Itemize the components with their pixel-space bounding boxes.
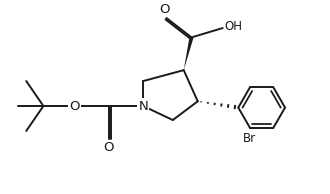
Text: N: N [138, 100, 148, 113]
Polygon shape [184, 37, 193, 70]
Text: Br: Br [243, 132, 256, 145]
Text: O: O [160, 3, 170, 16]
Text: O: O [69, 100, 80, 113]
Text: O: O [104, 141, 114, 154]
Text: OH: OH [224, 20, 242, 33]
